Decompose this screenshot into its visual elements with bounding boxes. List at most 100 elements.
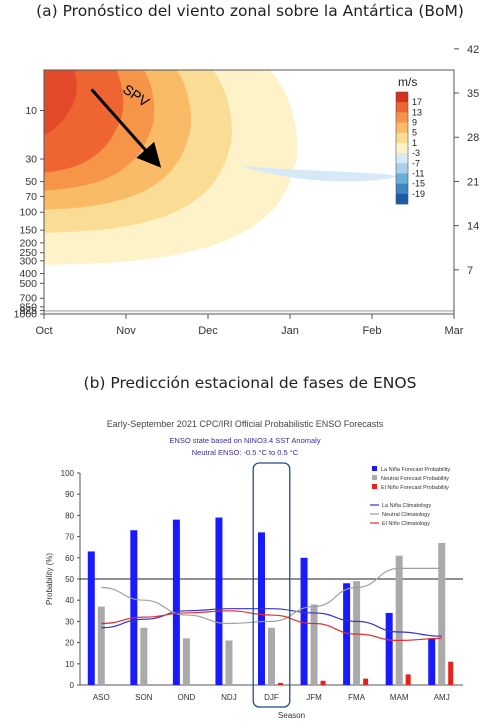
colorbar-swatch bbox=[396, 142, 408, 154]
x-tick-label: Feb bbox=[363, 325, 382, 337]
contour-band-5 bbox=[44, 70, 77, 136]
enso-bar bbox=[268, 627, 275, 685]
enso-legend-label: La Niña Climatology bbox=[382, 503, 431, 509]
enso-x-tick-label: NDJ bbox=[221, 693, 237, 702]
enso-bar bbox=[130, 530, 138, 685]
enso-chart-title: Early-September 2021 CPC/IRI Official Pr… bbox=[107, 419, 384, 429]
colorbar-label: -11 bbox=[412, 168, 424, 178]
enso-bar bbox=[87, 551, 95, 685]
enso-bar bbox=[353, 581, 361, 685]
y-tick-label: 1000 bbox=[14, 309, 38, 321]
y-tick-label: 300 bbox=[19, 255, 37, 267]
enso-x-tick-label: FMA bbox=[348, 693, 366, 702]
enso-bar bbox=[172, 519, 180, 685]
right-tick-label: 14 bbox=[467, 221, 479, 233]
enso-legend-label: Neutral Forecast Probability bbox=[381, 476, 449, 482]
colorbar-label: -15 bbox=[412, 179, 425, 189]
colorbar-label: 1 bbox=[412, 138, 417, 148]
colorbar-label: 5 bbox=[412, 128, 417, 138]
x-tick-label: Jan bbox=[281, 325, 299, 337]
y-tick-label: 925 bbox=[19, 305, 37, 317]
enso-y-tick-label: 80 bbox=[65, 511, 74, 520]
colorbar-swatch bbox=[396, 163, 408, 174]
enso-bar bbox=[310, 604, 318, 685]
contour-plot-frame bbox=[43, 69, 455, 315]
y-tick-label: 30 bbox=[25, 154, 37, 166]
enso-bar bbox=[363, 678, 369, 685]
colorbar-swatch bbox=[396, 112, 408, 123]
enso-legend-swatch bbox=[372, 475, 377, 480]
right-tick-label: 42 bbox=[467, 44, 479, 56]
enso-climatology-line bbox=[101, 610, 442, 642]
enso-chart-subtitle-2: Neutral ENSO: -0.5 °C to 0.5 °C bbox=[192, 448, 299, 457]
enso-bar bbox=[320, 680, 326, 685]
y-tick-label: 700 bbox=[19, 293, 37, 305]
colorbar-label: 13 bbox=[412, 107, 422, 117]
djf-highlight-box bbox=[252, 462, 291, 708]
colorbar-unit: m/s bbox=[398, 75, 417, 89]
enso-y-axis-label: Probability (%) bbox=[45, 553, 54, 605]
panel-b-title: (b) Predicción estacional de fases de EN… bbox=[83, 374, 417, 392]
enso-bar bbox=[438, 542, 446, 685]
y-tick-label: 850 bbox=[19, 301, 37, 313]
enso-x-tick-label: AMJ bbox=[434, 693, 450, 702]
enso-bar bbox=[140, 627, 148, 685]
enso-bars bbox=[87, 517, 454, 685]
contour-band-negative bbox=[240, 165, 397, 182]
y-tick-label: 70 bbox=[25, 191, 37, 203]
x-tick-label: Nov bbox=[116, 325, 136, 337]
enso-bar bbox=[97, 606, 105, 685]
enso-y-tick-label: 40 bbox=[65, 596, 74, 605]
enso-x-tick-label: SON bbox=[135, 693, 153, 702]
colorbar-swatch bbox=[396, 153, 408, 164]
right-tick-label: 7 bbox=[467, 265, 473, 277]
colorbar-label: -19 bbox=[412, 189, 425, 199]
enso-legend-label: El Niño Climatology bbox=[382, 521, 430, 527]
y-tick-label: 500 bbox=[19, 278, 37, 290]
colorbar-swatch bbox=[396, 193, 408, 205]
enso-bar bbox=[385, 612, 393, 685]
right-tick-label: 21 bbox=[467, 176, 479, 188]
contour-lines bbox=[44, 310, 454, 313]
x-tick-label: Dec bbox=[198, 325, 218, 337]
enso-x-tick-label: MAM bbox=[390, 693, 409, 702]
enso-y-tick-label: 10 bbox=[65, 660, 74, 669]
colorbar-swatch bbox=[396, 132, 408, 144]
colorbar-swatch bbox=[396, 102, 408, 113]
colorbar-label: -3 bbox=[412, 148, 420, 158]
enso-bar bbox=[343, 583, 351, 685]
spv-arrow bbox=[90, 88, 162, 168]
enso-y-tick-label: 30 bbox=[65, 617, 74, 626]
enso-x-tick-label: JFM bbox=[306, 693, 322, 702]
y-tick-label: 250 bbox=[19, 247, 37, 259]
enso-chart-subtitle-1: ENSO state based on NINO3.4 SST Anomaly bbox=[169, 436, 320, 445]
enso-bar bbox=[428, 638, 436, 685]
enso-x-tick-label: DJF bbox=[264, 693, 279, 702]
enso-x-tick-label: ASO bbox=[93, 693, 110, 702]
y-tick-label: 400 bbox=[19, 268, 37, 280]
enso-bar bbox=[182, 638, 190, 685]
y-tick-label: 150 bbox=[19, 225, 37, 237]
enso-bar bbox=[278, 682, 283, 685]
enso-forecast-bar-chart: Early-September 2021 CPC/IRI Official Pr… bbox=[45, 419, 463, 720]
enso-climatology-line bbox=[101, 608, 442, 637]
zonal-wind-contour-chart: Oct Nov Dec Jan Feb Mar 103050701001502002503… bbox=[14, 44, 480, 337]
enso-bar bbox=[448, 661, 454, 685]
y-tick-label: 200 bbox=[19, 237, 37, 249]
enso-legend-label: La Niña Forecast Probability bbox=[381, 467, 450, 473]
enso-bar bbox=[405, 674, 411, 685]
enso-y-tick-label: 20 bbox=[65, 639, 74, 648]
enso-x-axis-label: Season bbox=[278, 711, 305, 720]
enso-y-tick-label: 70 bbox=[65, 533, 74, 542]
x-tick-label: Mar bbox=[445, 325, 464, 337]
enso-legend-label: El Niño Forecast Probability bbox=[381, 485, 449, 491]
enso-x-tick-label: OND bbox=[177, 693, 195, 702]
colorbar-label: 17 bbox=[412, 97, 422, 107]
enso-bar bbox=[225, 640, 233, 685]
y-tick-label: 10 bbox=[25, 105, 37, 117]
colorbar-swatch bbox=[396, 173, 408, 184]
x-axis-months: Oct Nov Dec Jan Feb Mar bbox=[35, 314, 464, 337]
enso-x-axis: ASO SON OND NDJ DJF JFM FMA MAM AMJ bbox=[93, 693, 450, 702]
